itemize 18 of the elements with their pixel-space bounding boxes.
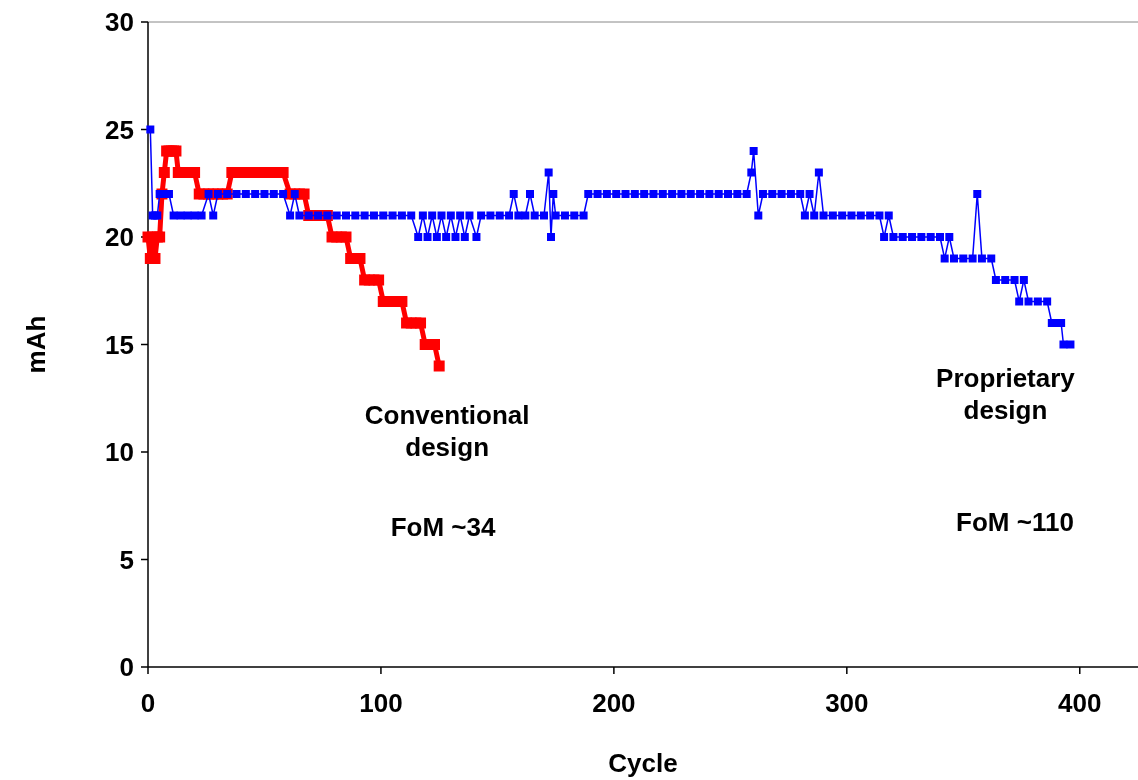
x-tick-label: 400 <box>1058 688 1102 718</box>
annotation: FoM ~110 <box>956 507 1074 538</box>
x-tick-label: 0 <box>140 688 156 718</box>
text: Conventional design <box>364 400 530 462</box>
y-tick-label: 20 <box>105 222 134 253</box>
y-tick-label: 10 <box>105 437 134 468</box>
series-label: Proprietary design <box>936 362 1076 425</box>
x-tick-label: 300 <box>825 688 869 718</box>
y-axis-title: mAh <box>21 315 51 374</box>
x-tick-label: 100 <box>359 688 403 718</box>
x-axis-title: Cycle <box>608 748 678 778</box>
y-tick-label: 5 <box>119 544 134 575</box>
y-tick-label: 0 <box>119 652 134 683</box>
y-tick-label: 30 <box>105 7 134 38</box>
y-tick-label: 15 <box>105 329 134 360</box>
x-tick-label: 200 <box>592 688 636 718</box>
annotation: FoM ~34 <box>390 512 496 543</box>
y-tick-label: 25 <box>105 114 134 145</box>
